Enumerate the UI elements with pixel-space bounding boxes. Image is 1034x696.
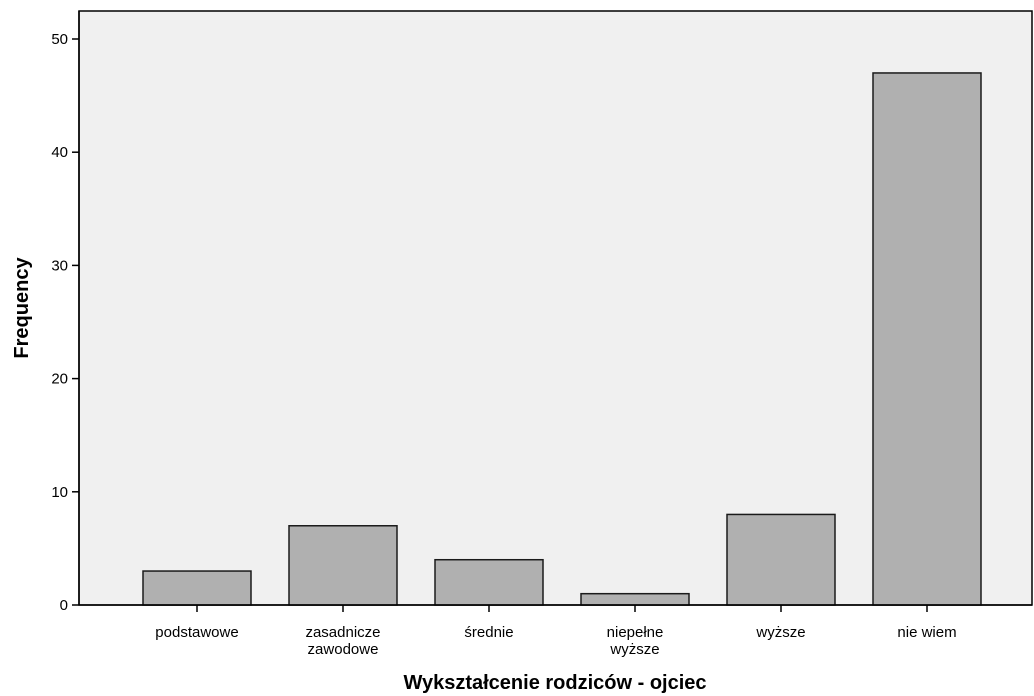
x-tick-label: nie wiem [897, 624, 956, 641]
x-tick-label: średnie [464, 624, 513, 641]
x-tick-label: wyższe [609, 641, 659, 658]
bar [580, 592, 690, 606]
y-axis-title: Frequency [11, 257, 33, 359]
x-tick-label: wyższe [755, 624, 805, 641]
x-tick-label: zasadnicze [305, 624, 380, 641]
y-tick-label: 40 [51, 144, 68, 161]
bars-group [142, 72, 982, 606]
bar [872, 72, 982, 606]
bar [726, 513, 836, 606]
bar [434, 558, 544, 606]
y-tick-label: 30 [51, 257, 68, 274]
y-tick-label: 50 [51, 31, 68, 48]
x-tick-label: zawodowe [308, 641, 379, 658]
x-tick-label: niepełne [607, 624, 664, 641]
y-tick-label: 0 [60, 597, 68, 614]
bar [142, 570, 252, 606]
y-tick-label: 10 [51, 484, 68, 501]
x-axis-title: Wykształcenie rodziców - ojciec [403, 672, 706, 694]
y-tick-label: 20 [51, 371, 68, 388]
y-axis: 0 10 20 30 40 50 [51, 11, 80, 614]
bar [288, 525, 398, 606]
x-tick-label: podstawowe [155, 624, 238, 641]
